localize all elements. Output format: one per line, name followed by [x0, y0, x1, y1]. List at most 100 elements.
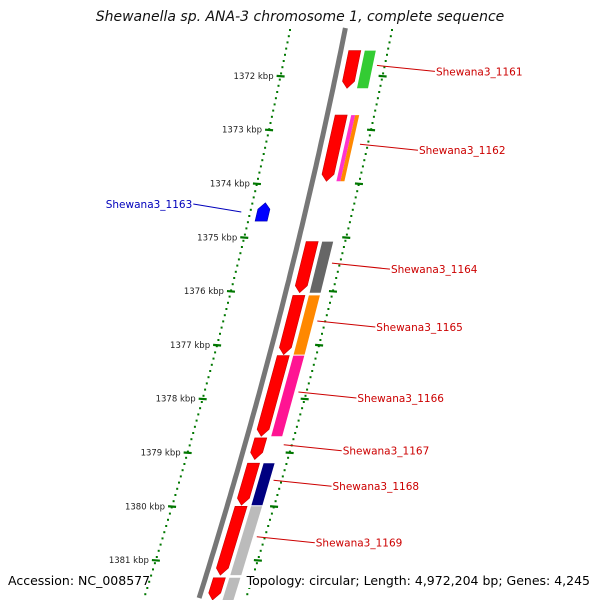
- scale-tick: [198, 397, 207, 401]
- gene-label-shewana3_1169: Shewana3_1169: [316, 538, 403, 550]
- scale-tick: [264, 128, 274, 132]
- scale-dot-outer: [366, 146, 369, 149]
- scale-tick: [226, 289, 236, 293]
- scale-tick: [213, 343, 222, 347]
- gene-label-shewana3_1168: Shewana3_1168: [333, 481, 420, 493]
- scale-dot-outer: [261, 543, 264, 546]
- scale-tick-label: 1372 kbp: [234, 72, 274, 82]
- scale-dot-inner: [284, 53, 286, 56]
- scale-dot-outer: [350, 215, 353, 217]
- scale-dot-inner: [192, 432, 195, 434]
- scale-dot-inner: [278, 78, 281, 81]
- scale-tick: [167, 505, 177, 508]
- gene-arrow-unlabeled: [208, 577, 226, 600]
- topology-label: Topology: circular; Length: 4,972,204 bp…: [244, 573, 590, 588]
- scale-dot-inner: [165, 525, 168, 527]
- scale-dot-inner: [146, 587, 149, 589]
- scale-dot-outer: [269, 518, 271, 521]
- scale-dot-inner: [239, 252, 242, 255]
- scale-dot-inner: [261, 159, 264, 162]
- gene-category-band: [309, 241, 334, 293]
- scale-dot-inner: [254, 190, 257, 193]
- scale-dot-inner: [212, 357, 215, 360]
- scale-dot-outer: [367, 140, 370, 143]
- scale-tick: [240, 236, 249, 239]
- scale-dot-inner: [266, 134, 269, 137]
- accession-label: Accession: NC_008577: [8, 573, 151, 588]
- scale-dot-outer: [364, 153, 367, 155]
- scale-tick-label: 1381 kbp: [109, 556, 149, 566]
- scale-dot-outer: [307, 382, 310, 385]
- scale-dot-inner: [233, 277, 236, 279]
- gene-category-band: [271, 355, 305, 437]
- scale-dot-outer: [327, 308, 330, 310]
- scale-dot-inner: [202, 394, 205, 397]
- scale-dot-outer: [388, 41, 391, 44]
- scale-dot-inner: [248, 215, 251, 217]
- scale-dot-inner: [200, 401, 203, 403]
- scale-dot-inner: [220, 326, 223, 329]
- scale-dot-inner: [245, 227, 248, 230]
- scale-dot-outer: [302, 401, 305, 403]
- scale-dot-outer: [389, 35, 392, 38]
- scale-dot-inner: [186, 450, 189, 453]
- scale-dot-outer: [382, 72, 385, 75]
- scale-dot-outer: [359, 177, 361, 180]
- scale-dot-outer: [354, 196, 357, 199]
- scale-dot-inner: [269, 122, 272, 124]
- scale-dot-outer: [311, 370, 314, 372]
- gene-category-band: [293, 295, 320, 355]
- gene-label-leader: [376, 64, 436, 72]
- gene-label-leader: [298, 391, 357, 399]
- scale-tick-label: 1376 kbp: [184, 287, 224, 297]
- scale-dot-outer: [374, 109, 377, 112]
- scale-tick: [285, 451, 294, 455]
- scale-dot-outer: [321, 332, 323, 335]
- scale-tick: [253, 558, 262, 562]
- scale-dot-outer: [347, 227, 350, 230]
- scale-dot-inner: [236, 264, 239, 267]
- scale-dot-inner: [289, 29, 291, 31]
- gene-label-shewana3_1161: Shewana3_1161: [436, 66, 523, 78]
- scale-dot-inner: [225, 308, 228, 310]
- scale-dot-inner: [159, 543, 162, 546]
- scale-tick: [328, 289, 338, 293]
- scale-dot-outer: [287, 456, 290, 459]
- scale-dot-inner: [273, 103, 276, 106]
- scale-dot-outer: [285, 463, 288, 465]
- gene-label-leader: [273, 479, 332, 487]
- scale-dot-inner: [217, 339, 220, 341]
- scale-dot-outer: [316, 351, 319, 354]
- scale-tick: [252, 182, 262, 186]
- scale-dot-inner: [193, 425, 196, 428]
- scale-dot-outer: [330, 295, 333, 298]
- scale-dot-outer: [248, 587, 251, 589]
- scale-dot-outer: [335, 277, 338, 279]
- gene-label-leader: [283, 444, 342, 452]
- scale-dot-outer: [270, 512, 273, 515]
- scale-dot-inner: [223, 314, 226, 317]
- backbone-layer: [196, 27, 348, 599]
- scale-dot-inner: [285, 47, 288, 50]
- scale-dot-outer: [267, 525, 270, 527]
- scale-dot-outer: [263, 537, 266, 540]
- genes-layer: [208, 50, 376, 600]
- scale-dot-inner: [243, 233, 246, 236]
- gene-arrow-shewana3_1166: [256, 355, 290, 437]
- scale-dot-inner: [228, 295, 231, 298]
- scale-dot-outer: [322, 326, 325, 329]
- scale-dot-inner: [282, 60, 285, 62]
- scale-dot-inner: [272, 109, 275, 112]
- scale-dot-outer: [329, 301, 331, 304]
- scale-dot-inner: [199, 407, 202, 410]
- scale-tick-label: 1380 kbp: [125, 502, 165, 512]
- scale-dot-outer: [375, 103, 378, 106]
- scale-dot-outer: [361, 165, 364, 168]
- scale-tick: [315, 343, 324, 347]
- scale-dot-inner: [231, 283, 234, 286]
- scale-dot-outer: [295, 425, 298, 428]
- scale-dot-outer: [297, 419, 300, 422]
- scale-dot-outer: [363, 159, 366, 162]
- scale-dot-inner: [155, 556, 158, 558]
